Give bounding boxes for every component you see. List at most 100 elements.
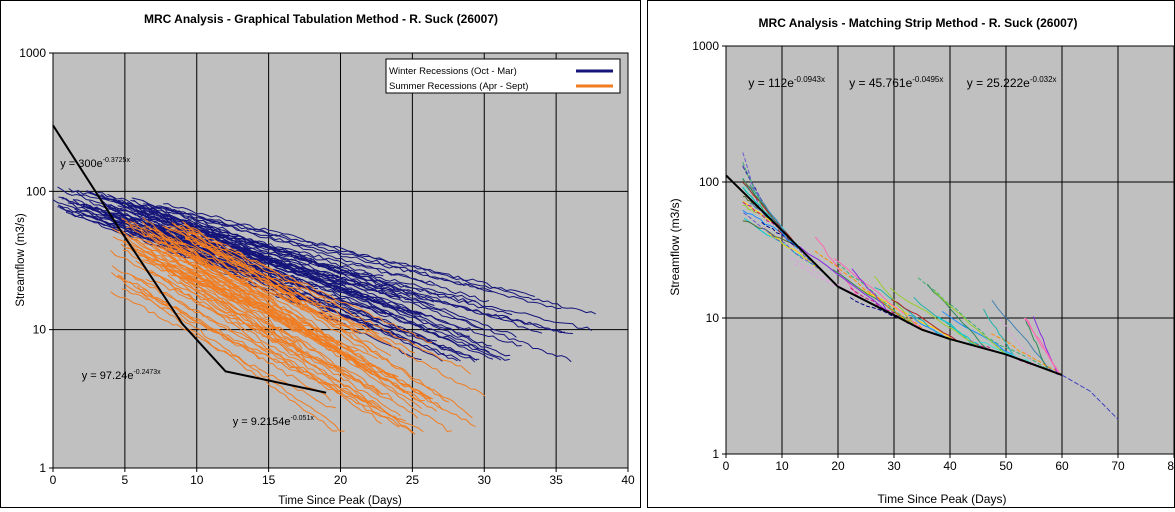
recession-strip-line	[1024, 316, 1048, 369]
y-axis-label: Streamflow (m3/s)	[15, 213, 27, 306]
summer-recession-line	[152, 226, 452, 433]
recession-strip-line	[963, 324, 1057, 374]
winter-recession-line	[102, 213, 477, 302]
x-tick-label: 0	[50, 473, 57, 487]
recession-strip-line	[814, 250, 916, 328]
winter-recession-line	[131, 197, 490, 303]
recession-strip-line	[742, 220, 798, 247]
winter-recession-line	[130, 199, 392, 314]
summer-recession-line	[121, 218, 239, 297]
y-tick-label: 1	[39, 461, 46, 475]
recession-strip-line	[1024, 317, 1060, 375]
recession-strip-line	[761, 221, 799, 249]
summer-recession-line	[135, 260, 382, 425]
winter-recession-line	[155, 216, 361, 287]
winter-recession-line	[163, 203, 597, 315]
y-axis-label: Streamflow (m3/s)	[668, 198, 682, 295]
recession-strip-line	[742, 181, 798, 247]
summer-recession-line	[155, 247, 380, 396]
y-tick-label: 100	[699, 175, 719, 189]
summer-recession-line	[184, 238, 304, 293]
recession-strip-line	[851, 268, 891, 315]
x-tick-label: 10	[190, 473, 204, 487]
winter-recession-line	[87, 190, 390, 306]
summer-recession-line	[132, 246, 306, 364]
recession-strip-line	[742, 162, 765, 213]
winter-recession-line	[59, 207, 273, 281]
chart-panel-left: MRC Analysis - Graphical Tabulation Meth…	[0, 0, 641, 508]
summer-recession-line	[125, 226, 400, 350]
legend: Winter Recessions (Oct - Mar) Summer Rece…	[385, 58, 621, 94]
summer-recession-line	[159, 233, 415, 354]
summer-recession-line	[174, 245, 476, 428]
recession-strip-line	[990, 333, 1062, 376]
x-tick-label: 10	[775, 459, 789, 473]
recession-strip-line	[790, 257, 865, 300]
recession-strip-line	[849, 297, 909, 324]
trendline-equation: y = 300e-0.3725x	[60, 157, 130, 170]
recession-strip-line	[941, 310, 1020, 361]
recession-strip-line	[983, 308, 1016, 359]
trendline-equation: y = 25.222e-0.032x	[967, 75, 1057, 90]
x-axis-label: Time Since Peak (Days)	[278, 495, 402, 507]
trendline-equation: y = 112e-0.0943x	[748, 75, 825, 90]
recession-strip-line	[833, 258, 925, 332]
recession-strip-line	[933, 290, 1006, 354]
chart-graphical-tabulation: MRC Analysis - Graphical Tabulation Meth…	[15, 12, 635, 507]
recession-strip-line	[743, 212, 827, 276]
recession-strip-line	[780, 233, 829, 277]
x-tick-label: 20	[831, 459, 845, 473]
x-tick-label: 20	[334, 473, 348, 487]
summer-recession-line	[132, 274, 413, 434]
x-tick-label: 0	[723, 459, 730, 473]
winter-recession-line	[150, 209, 492, 347]
summer-recession-line	[182, 220, 450, 403]
recession-strip-line	[999, 318, 1036, 366]
trendline-equation: y = 9.2154e-0.051x	[233, 415, 315, 428]
recession-strip-line	[832, 269, 919, 330]
y-tick-label: 100	[26, 184, 46, 198]
y-tick-label: 10	[33, 323, 47, 337]
summer-recession-line	[121, 288, 373, 405]
recession-strip-line	[837, 262, 910, 323]
summer-recession-line	[117, 274, 332, 402]
winter-recession-line	[61, 198, 401, 299]
trendline-equation: y = 97.24e-0.2473x	[82, 369, 161, 382]
x-tick-label: 40	[943, 459, 957, 473]
master-recession-fit-line	[52, 124, 327, 394]
x-tick-label: 50	[999, 459, 1013, 473]
summer-recession-line	[165, 234, 323, 305]
summer-recession-line	[184, 237, 322, 331]
recession-strip-line	[749, 184, 789, 239]
summer-recession-line	[166, 268, 401, 417]
x-tick-label: 25	[406, 473, 420, 487]
recession-strip-line	[814, 236, 858, 297]
chart-title: MRC Analysis - Matching Strip Method - R…	[759, 16, 1078, 30]
summer-recession-line	[167, 274, 406, 422]
summer-recession-line	[187, 263, 357, 361]
master-recession-fit-line	[725, 174, 1063, 377]
recession-strip-line	[917, 277, 1009, 356]
x-tick-label: 35	[549, 473, 563, 487]
summer-recession-line	[123, 241, 312, 334]
summer-recession-line	[164, 245, 373, 373]
x-tick-label: 70	[1111, 459, 1125, 473]
summer-recession-line	[122, 249, 317, 351]
legend-label: Winter Recessions (Oct - Mar)	[389, 66, 517, 77]
summer-recession-line	[120, 243, 419, 419]
x-tick-label: 60	[1055, 459, 1069, 473]
chart-matching-strip: MRC Analysis - Matching Strip Method - R…	[668, 16, 1175, 506]
recession-strip-line	[891, 299, 957, 341]
summer-recession-line	[168, 225, 486, 397]
x-tick-label: 30	[478, 473, 492, 487]
summer-recession-line	[171, 222, 433, 344]
y-tick-label: 10	[706, 311, 720, 325]
y-tick-label: 1	[712, 447, 719, 461]
x-tick-label: 5	[122, 473, 129, 487]
winter-recession-line	[152, 228, 566, 334]
recession-curves	[52, 186, 597, 435]
recession-strip-line	[926, 283, 987, 349]
y-tick-label: 1000	[19, 46, 46, 60]
winter-recession-line	[154, 205, 493, 293]
winter-recession-line	[142, 199, 517, 338]
